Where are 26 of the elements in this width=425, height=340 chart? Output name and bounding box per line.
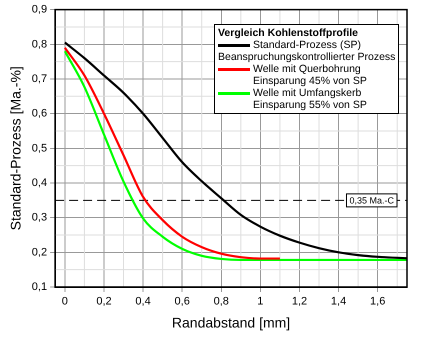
y-tick-label: 0,2 <box>32 246 48 258</box>
y-tick-label: 0,4 <box>32 177 48 190</box>
legend-label: Welle mit Umfangskerb Einsparung 55% von SP <box>253 86 367 111</box>
x-tick-label: 1,2 <box>292 296 308 308</box>
x-tick-label: 1 <box>257 296 264 308</box>
y-tick-label: 0,7 <box>32 72 48 85</box>
legend-title: Vergleich Kohlenstoffprofile <box>218 26 360 39</box>
y-tick-label: 0,3 <box>32 212 48 224</box>
x-tick-label: 0,2 <box>96 296 112 308</box>
ref-line-label: 0,35 Ma.-C <box>349 195 394 206</box>
y-tick-label: 0,6 <box>32 108 48 120</box>
x-tick-label: 1,6 <box>370 296 386 308</box>
x-tick-label: 0,8 <box>214 296 229 308</box>
annotation: Beanspruchungskontrollierter Prozess <box>218 50 396 63</box>
x-tick-label: 0,6 <box>174 296 190 308</box>
y-axis-title: Standard-Prozess [Ma.-%] <box>7 66 24 230</box>
y-tick-label: 0,1 <box>32 281 48 294</box>
y-tick-label: 0,8 <box>32 38 48 50</box>
x-axis-title: Randabstand [mm] <box>172 314 290 330</box>
legend-label: Welle mit Querbohrung Einsparung 45% von SP <box>253 62 367 87</box>
y-tick-label: 0,5 <box>32 142 48 154</box>
x-tick-label: 0,4 <box>135 296 151 308</box>
legend-label: Standard-Prozess (SP) <box>253 38 361 51</box>
y-tick-label: 0,9 <box>32 4 48 16</box>
x-tick-label: 1,4 <box>330 296 346 308</box>
x-tick-label: 0 <box>62 296 68 308</box>
